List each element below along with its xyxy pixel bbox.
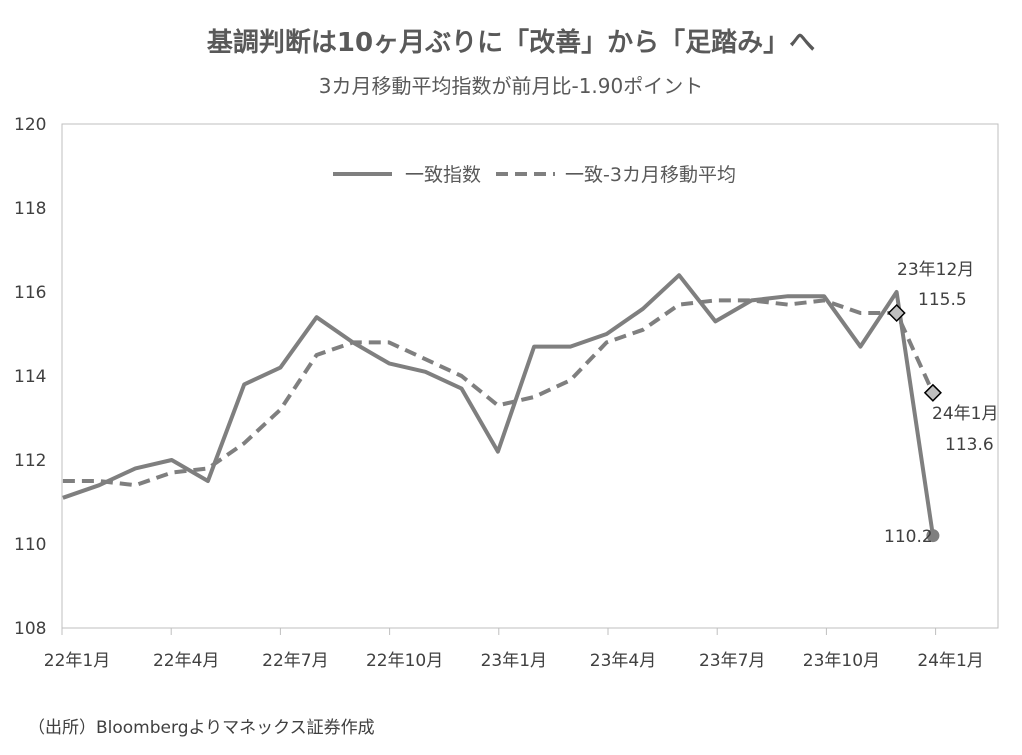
annotation-dec-value: 115.5 xyxy=(918,290,967,310)
y-tick-label: 108 xyxy=(14,619,46,639)
x-tick-label: 22年4月 xyxy=(153,651,219,671)
legend-label-moving-average: 一致-3カ月移動平均 xyxy=(565,164,736,186)
y-tick-label: 118 xyxy=(14,199,46,219)
y-tick-label: 110 xyxy=(14,535,46,555)
x-axis: 22年1月 22年4月 22年7月 22年10月 23年1月 23年4月 23年7月 23年1… xyxy=(44,628,984,671)
x-tick-label: 24年1月 xyxy=(917,651,983,671)
x-tick-label: 23年10月 xyxy=(803,651,880,671)
x-tick-label: 22年10月 xyxy=(366,651,443,671)
x-tick-label: 23年7月 xyxy=(699,651,765,671)
annotation-jan-value: 113.6 xyxy=(945,435,994,455)
annotation-jan-label: 24年1月 xyxy=(932,404,998,424)
series-line-index xyxy=(62,273,935,536)
x-tick-label: 22年1月 xyxy=(44,651,110,671)
chart-subtitle: 3カ月移動平均指数が前月比-1.90ポイント xyxy=(318,74,704,98)
chart-source: （出所）Bloombergよりマネックス証券作成 xyxy=(28,718,375,738)
plot-area xyxy=(61,123,999,629)
moving-average-marker xyxy=(887,303,906,323)
legend: 一致指数 一致-3カ月移動平均 xyxy=(333,164,736,186)
chart-title: 基調判断は10ヶ月ぶりに「改善」から「足踏み」へ xyxy=(206,28,816,58)
moving-average-marker xyxy=(923,383,942,402)
x-tick-label: 23年1月 xyxy=(481,651,547,671)
annotation-last-value: 110.2 xyxy=(884,527,933,547)
y-tick-label: 120 xyxy=(14,115,46,135)
y-tick-label: 114 xyxy=(14,367,46,387)
marker-layer xyxy=(887,303,942,543)
index-last-point-marker xyxy=(926,529,940,543)
legend-label-index: 一致指数 xyxy=(405,164,481,186)
annotation-dec-label: 23年12月 xyxy=(897,260,974,280)
x-tick-label: 23年4月 xyxy=(590,651,656,671)
series-layer xyxy=(62,273,935,536)
y-tick-label: 116 xyxy=(14,283,46,303)
x-tick-label: 22年7月 xyxy=(262,651,328,671)
y-tick-label: 112 xyxy=(14,451,46,471)
y-axis: 108 110 112 114 116 118 120 xyxy=(14,115,46,639)
